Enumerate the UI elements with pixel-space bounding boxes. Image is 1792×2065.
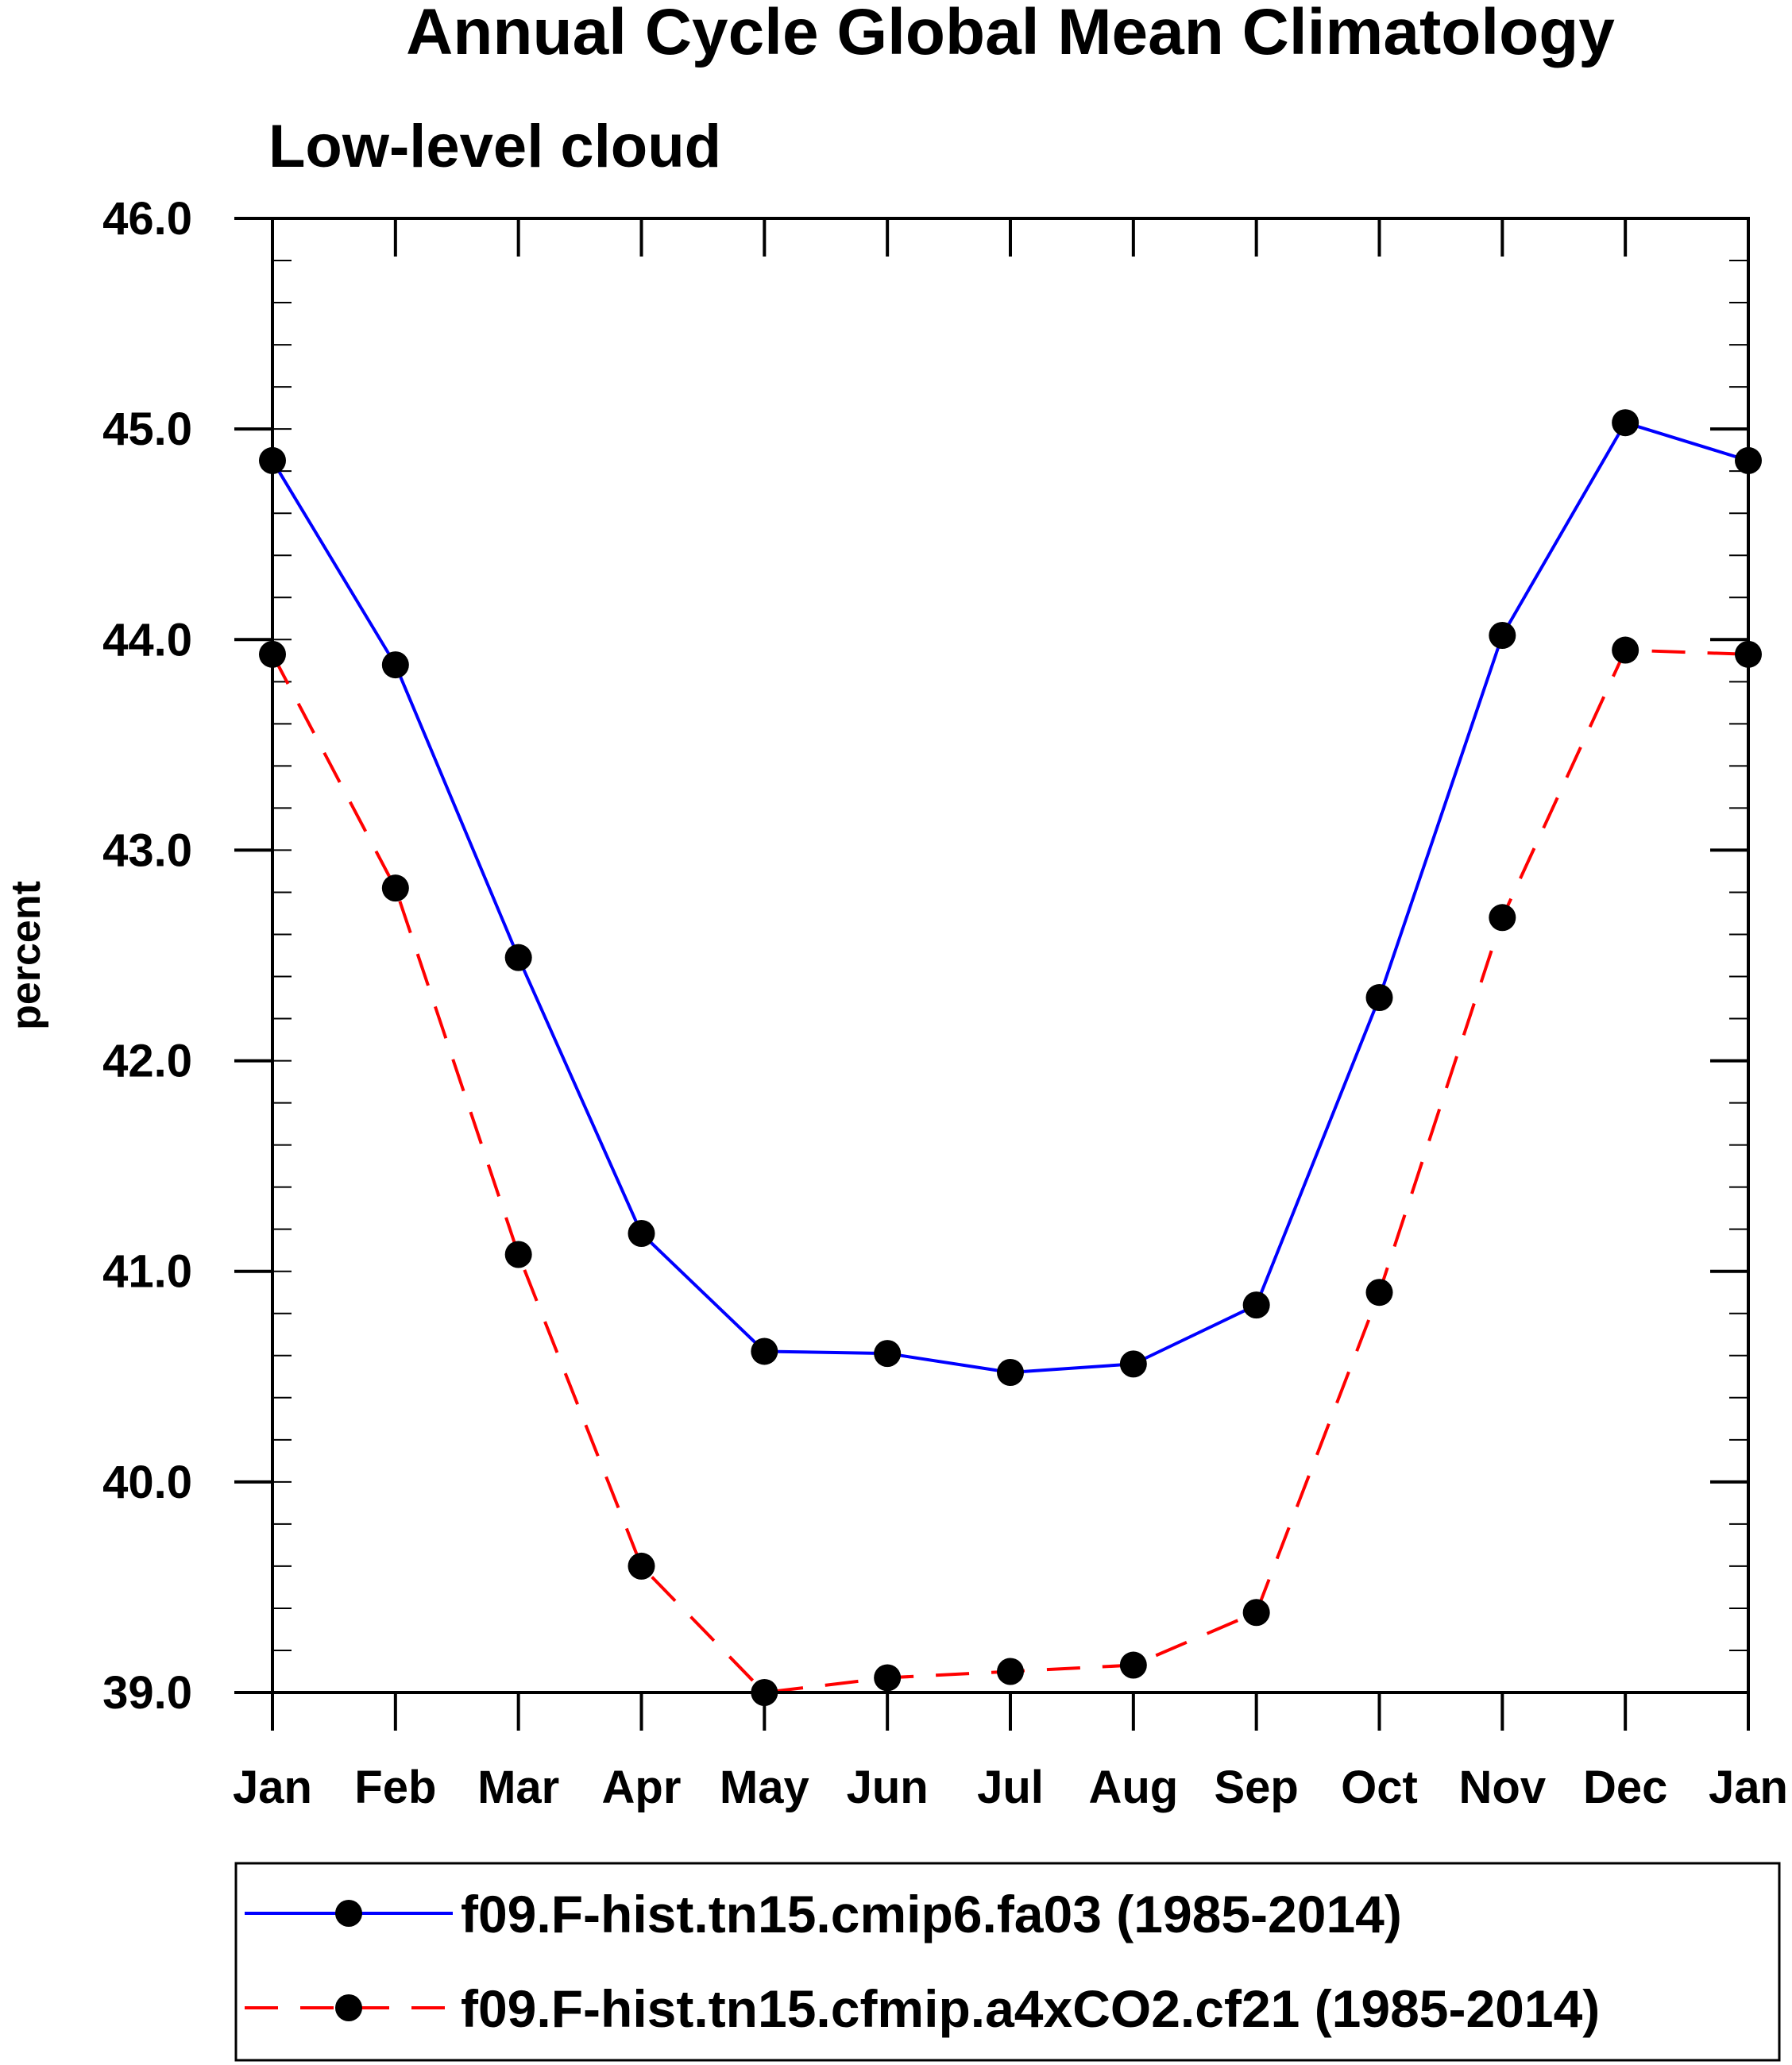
x-tick-label: Dec (1583, 1762, 1667, 1813)
chart-title: Annual Cycle Global Mean Climatology (406, 0, 1615, 68)
legend-marker (335, 1900, 362, 1927)
y-tick-labels: 39.0 40.0 41.0 42.0 43.0 44.0 45.0 46.0 (102, 193, 192, 1719)
data-point (1612, 636, 1639, 664)
data-point (628, 1219, 655, 1247)
data-point (1365, 984, 1393, 1012)
data-point (874, 1340, 902, 1368)
legend: f09.F-hist.tn15.cmip6.fa03 (1985-2014) f0… (234, 1862, 1781, 2062)
x-tick-label: Jan (1709, 1762, 1788, 1813)
y-tick-label: 40.0 (102, 1457, 192, 1508)
series-lines (271, 421, 1749, 1694)
legend-box (234, 1862, 1781, 2062)
plot-frame (271, 217, 1750, 1694)
data-point (1242, 1599, 1270, 1627)
data-point (1489, 621, 1516, 649)
minor-ticks (272, 218, 1748, 1693)
x-tick-label: May (720, 1762, 809, 1813)
x-tick-label: Aug (1088, 1762, 1178, 1813)
y-tick-label: 46.0 (102, 193, 192, 245)
series-line-1 (271, 421, 1749, 1374)
y-tick-label: 43.0 (102, 824, 192, 876)
x-tick-labels: Jan Feb Mar Apr May Jun Jul Aug Sep Oct Nov Dec Jan (233, 1762, 1788, 1813)
data-point (381, 651, 409, 679)
data-point (1365, 1279, 1393, 1307)
y-tick-label: 42.0 (102, 1036, 192, 1087)
chart-subtitle: Low-level cloud (268, 113, 721, 180)
y-axis-label: percent (3, 881, 49, 1030)
x-tick-label: Nov (1459, 1762, 1547, 1813)
x-tick-label: Apr (602, 1762, 682, 1813)
series-line-2 (271, 648, 1749, 1694)
x-tick-label: Oct (1341, 1762, 1418, 1813)
y-tick-label: 39.0 (102, 1667, 192, 1719)
data-point (751, 1337, 778, 1365)
x-tick-label: Jul (977, 1762, 1044, 1813)
series-markers (259, 409, 1762, 1706)
data-point (1119, 1350, 1147, 1378)
y-tick-label: 41.0 (102, 1246, 192, 1298)
y-tick-label: 45.0 (102, 403, 192, 455)
data-point (1612, 409, 1639, 437)
data-point (628, 1552, 655, 1580)
data-point (997, 1658, 1024, 1685)
data-point (874, 1664, 902, 1692)
legend-items: f09.F-hist.tn15.cmip6.fa03 (1985-2014) f0… (245, 1885, 1600, 2038)
x-tick-label: Sep (1214, 1762, 1298, 1813)
legend-marker (335, 1994, 362, 2021)
data-point (381, 874, 409, 902)
data-point (997, 1358, 1024, 1386)
data-point (1242, 1291, 1270, 1319)
x-tick-label: Mar (477, 1762, 559, 1813)
x-tick-label: Jun (847, 1762, 929, 1813)
data-point (504, 1241, 532, 1268)
x-tick-label: Feb (354, 1762, 436, 1813)
x-tick-label: Jan (233, 1762, 312, 1813)
legend-label: f09.F-hist.tn15.cmip6.fa03 (1985-2014) (461, 1885, 1402, 1943)
major-ticks (234, 217, 1750, 1731)
data-point (1489, 904, 1516, 932)
legend-label: f09.F-hist.tn15.cfmip.a4xCO2.cf21 (1985-… (461, 1979, 1600, 2038)
data-point (504, 944, 532, 971)
data-point (1119, 1651, 1147, 1679)
y-tick-label: 44.0 (102, 614, 192, 666)
